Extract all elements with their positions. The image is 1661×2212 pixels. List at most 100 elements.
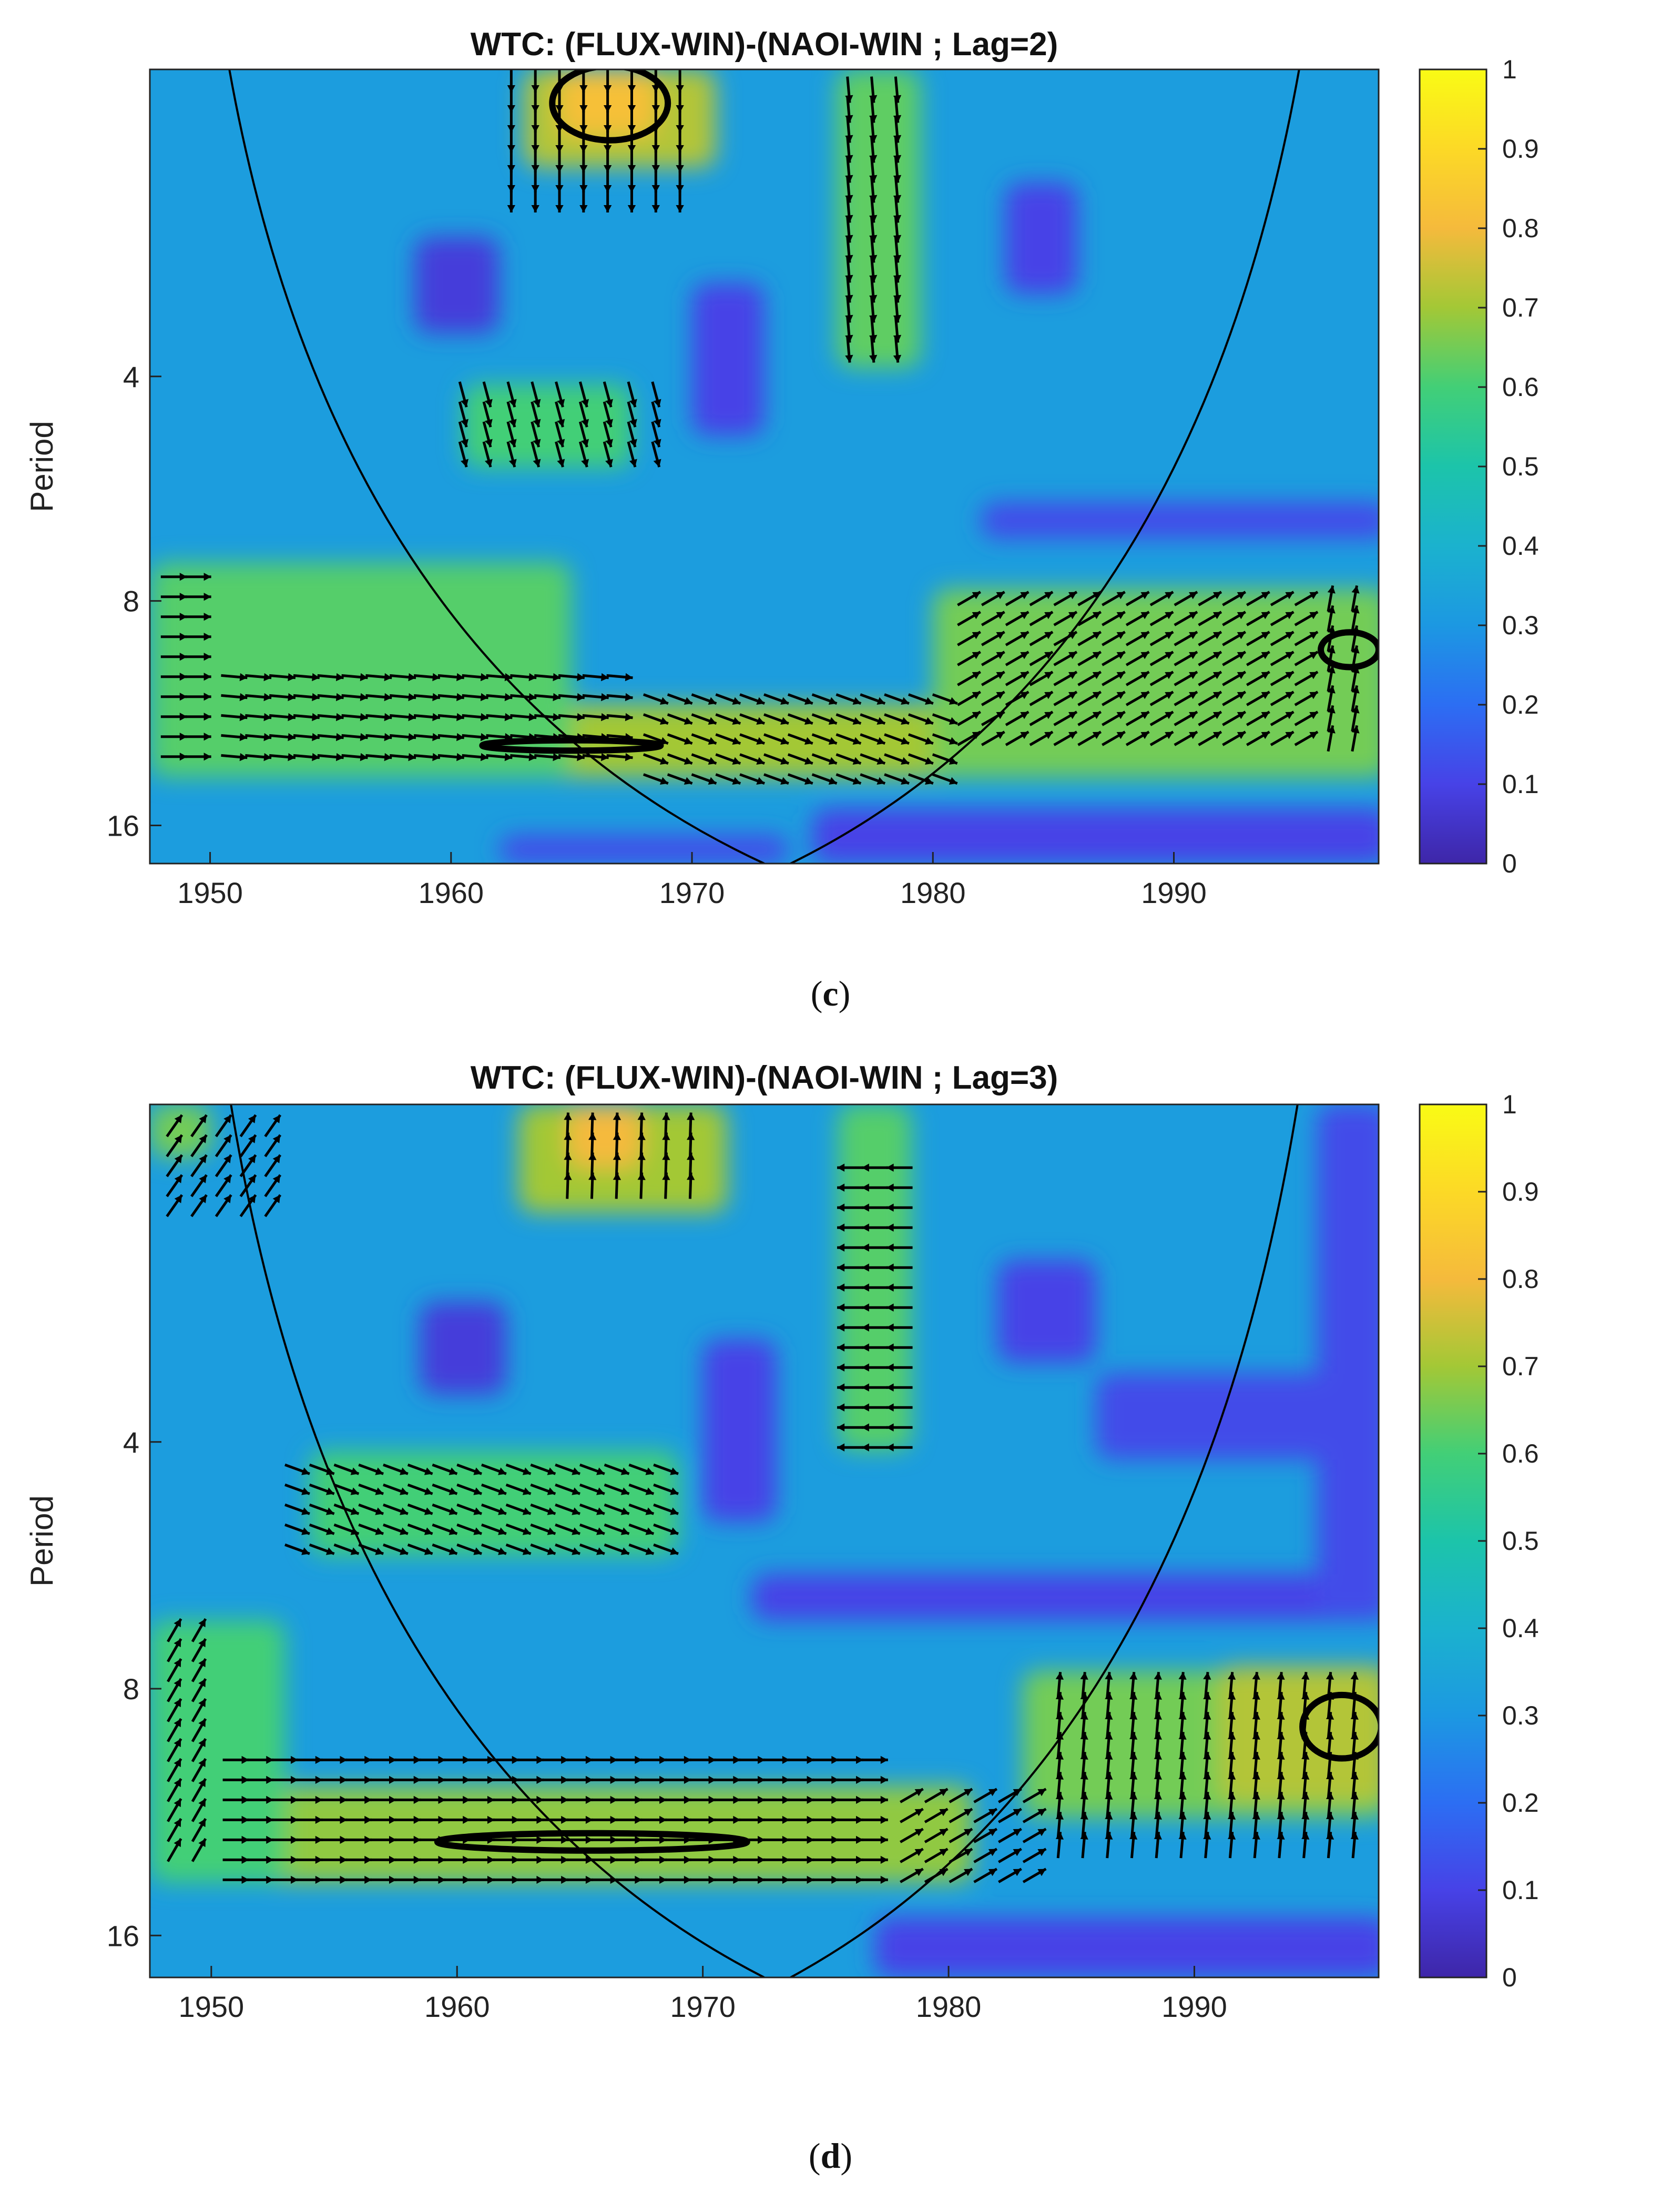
phase-arrow-head [528,753,537,762]
phase-arrow-head [1212,732,1221,739]
phase-arrow-head [869,354,878,363]
colorbar [1419,1103,1487,1978]
phase-arrow-head [756,757,765,765]
phase-arrow-head [625,673,633,682]
phase-arrow-head [340,1855,348,1864]
colorbar-tick-label: 0 [1502,849,1517,878]
phase-arrow-head [708,1775,716,1784]
phase-arrow-head [179,613,187,621]
coherence-region [997,1260,1096,1363]
phase-arrow-head [364,1756,372,1764]
phase-arrow-head [456,673,464,682]
phase-arrow-head [782,1775,790,1784]
phase-arrow-head [1261,692,1270,699]
phase-arrow-head [198,1799,206,1808]
phase-arrow-head [557,419,565,428]
phase-arrow-head [350,1467,359,1475]
phase-arrow-head [645,1487,654,1495]
phase-arrow-head [263,733,272,742]
phase-arrow-head [487,1855,495,1864]
phase-arrow-head [263,753,272,762]
phase-arrow-head [901,757,910,765]
phase-arrow-head [782,1795,790,1804]
phase-arrow-head [861,1263,869,1272]
phase-arrow-head [831,1875,839,1884]
phase-arrow-head [461,419,468,428]
phase-arrow-head [610,1835,618,1844]
coherence-region [567,1104,641,1168]
phase-arrow-head [291,1795,299,1804]
phase-arrow-head [480,753,488,762]
phase-arrow-head [837,1343,845,1352]
coherence-region [702,1340,777,1521]
phase-arrow-head [325,1507,334,1515]
phase-arrow-head [1277,1672,1285,1680]
phase-arrow-head [1140,652,1149,659]
colorbar-tick-label: 0.7 [1502,1352,1539,1381]
phase-arrow-head [684,757,692,765]
phase-arrow-head [1326,1832,1334,1840]
phase-arrow-head [203,573,211,581]
phase-arrow-head [1285,692,1294,699]
phase-arrow-head [315,1756,323,1764]
phase-arrow-head [588,1172,597,1180]
phase-arrow-head [408,673,416,682]
phase-arrow-head [1178,1692,1187,1700]
phase-arrow-head [1020,732,1029,739]
phase-arrow-head [198,1759,206,1768]
phase-arrow-head [1327,625,1336,634]
phase-arrow-head [1203,1832,1211,1840]
phase-arrow-head [659,1815,667,1824]
phase-arrow-head [637,1172,646,1180]
phase-arrow-head [1055,1812,1064,1820]
phase-arrow-head [198,1639,206,1648]
phase-arrow-head [1261,592,1270,600]
phase-arrow-head [1261,652,1270,659]
phase-arrow-head [555,205,564,212]
phase-arrow-head [572,1467,580,1475]
phase-arrow-head [1277,1712,1285,1720]
coherence-region [933,588,1379,778]
phase-arrow-head [837,1283,845,1292]
phase-arrow-head [301,1467,310,1475]
phase-arrow-head [1037,1849,1046,1856]
phase-arrow-head [528,733,537,742]
phase-arrow-head [463,1756,471,1764]
phase-arrow-head [972,652,981,659]
phase-arrow-head [553,753,561,762]
phase-arrow-head [659,737,668,745]
phase-arrow-head [837,1263,845,1272]
phase-arrow-head [807,1815,814,1824]
phase-arrow-head [893,354,902,363]
phase-arrow-head [1277,1692,1285,1700]
phase-arrow-head [758,1756,766,1764]
chart-title: WTC: (FLUX-WIN)-(NAOI-WIN ; Lag=3) [471,1060,1058,1096]
phase-arrow-head [325,1467,334,1475]
phase-arrow-head [645,1547,654,1555]
significance-contour [549,69,671,144]
phase-arrow-head [596,1527,605,1535]
phase-arrow-head [1116,672,1125,679]
phase-arrow-head [964,1829,973,1836]
phase-arrow-head [1044,712,1053,719]
phase-arrow-head [684,1875,691,1884]
phase-arrow-head [831,1756,839,1764]
phase-arrow-head [487,1775,495,1784]
phase-arrow-head [807,1875,814,1884]
phase-arrow-head [174,1679,181,1688]
phase-arrow-head [1020,592,1029,600]
phase-arrow-head [1129,1752,1138,1760]
phase-arrow-head [533,439,541,448]
phase-arrow-head [1301,1692,1310,1700]
phase-arrow-head [203,673,211,681]
coherence-region [836,69,921,369]
phase-arrow-head [758,1835,766,1844]
phase-arrow-head [782,1875,790,1884]
phase-arrow-head [364,1855,372,1864]
phase-arrow-head [487,1756,495,1764]
phase-arrow-head [837,1423,845,1432]
phase-arrow-head [1080,1812,1088,1820]
phase-arrow-head [1350,1812,1359,1820]
phase-arrow-head [1013,1809,1022,1817]
phase-arrow-head [1351,685,1360,694]
